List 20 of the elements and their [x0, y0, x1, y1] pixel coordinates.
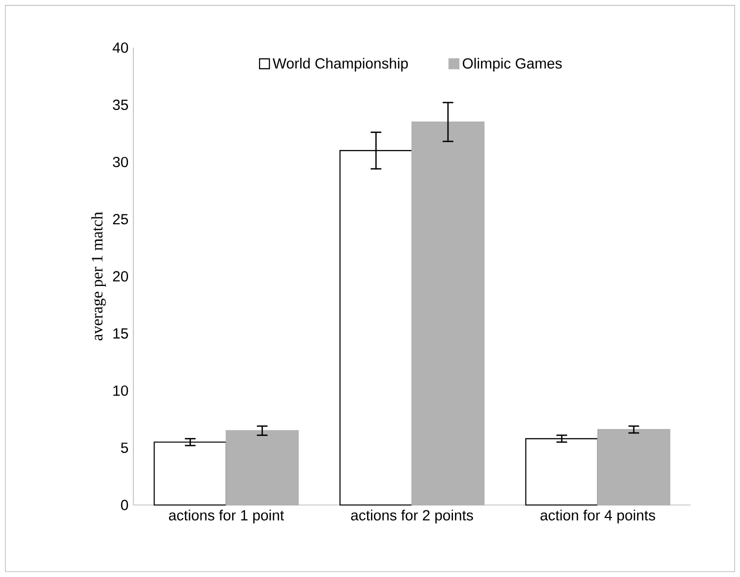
y-tick-label: 35 — [112, 100, 128, 110]
bar — [597, 428, 670, 506]
y-tick-label: 5 — [121, 442, 128, 453]
y-tick-label: 30 — [112, 156, 128, 168]
x-tick-label: actions for 2 points — [351, 510, 473, 524]
y-tick-label: 15 — [113, 328, 128, 339]
y-tick-label: 10 — [113, 385, 128, 396]
x-tick-label: action for 4 points — [540, 510, 656, 524]
bar — [411, 121, 485, 506]
bar — [154, 442, 227, 506]
y-axis-title: average per 1 match — [91, 212, 106, 340]
y-tick-label: 40 — [112, 42, 128, 53]
y-tick-label: 25 — [113, 214, 128, 224]
bar — [525, 438, 598, 506]
y-tick-label: 20 — [113, 271, 128, 282]
legend-label: World Championship — [272, 58, 408, 72]
y-tick-label: 0 — [121, 500, 128, 510]
x-tick-label: actions for 1 point — [168, 510, 284, 524]
bar — [226, 430, 299, 506]
legend-label: Olimpic Games — [462, 58, 562, 72]
